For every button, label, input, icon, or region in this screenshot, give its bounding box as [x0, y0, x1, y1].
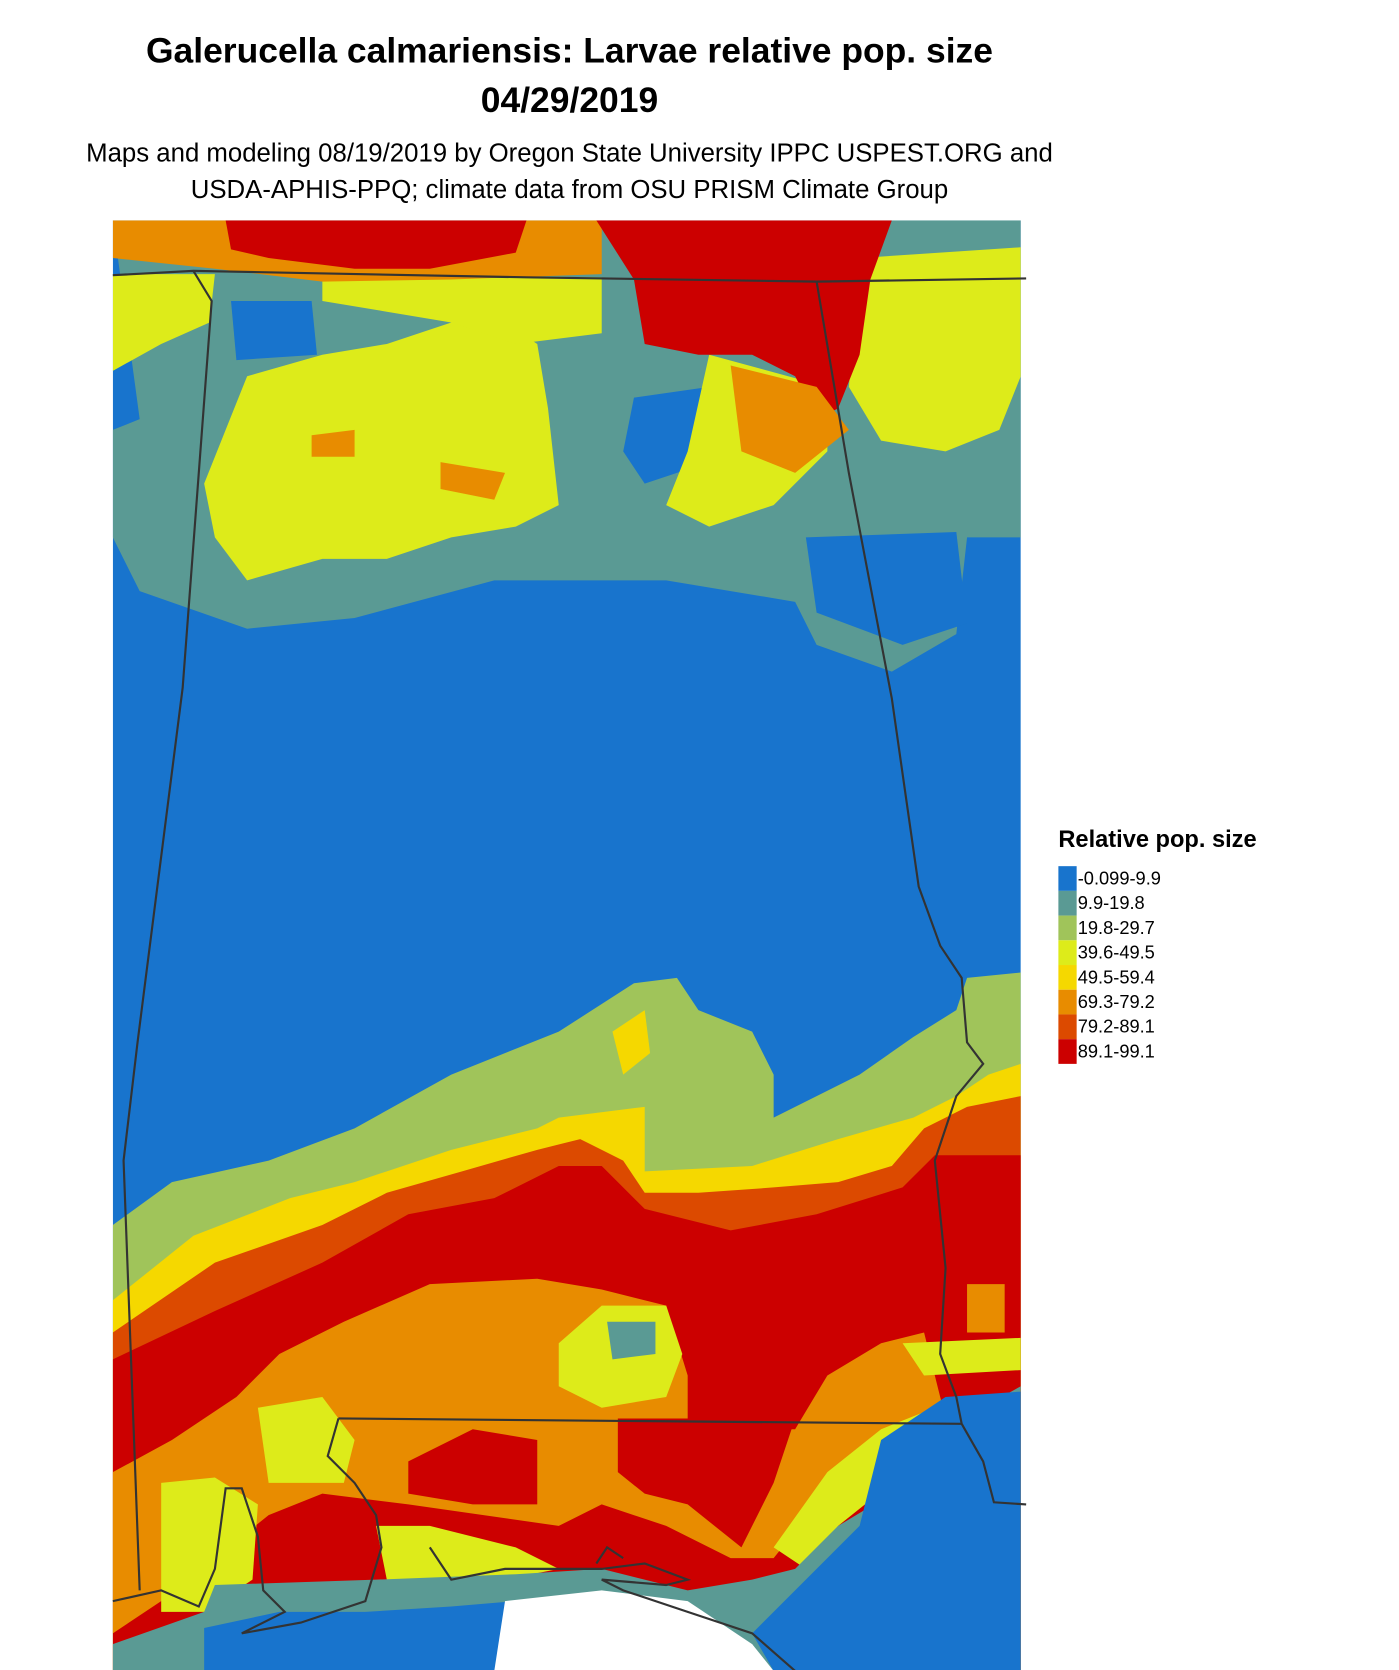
legend-swatch [1058, 940, 1077, 966]
legend-swatch [1058, 1039, 1077, 1064]
legend: Relative pop. size -0.099-9.9 9.9-19.8 1… [1058, 827, 1257, 1064]
zone-white-gulf [494, 1590, 773, 1670]
legend-item: 19.8-29.7 [1058, 915, 1155, 941]
legend-item: 69.3-79.2 [1058, 989, 1155, 1015]
state-border-south [338, 1417, 962, 1425]
legend-swatch [1058, 866, 1077, 891]
title-line-1: Galerucella calmariensis: Larvae relativ… [146, 30, 993, 70]
legend-title: Relative pop. size [1058, 827, 1256, 853]
legend-label: 79.2-89.1 [1078, 1016, 1155, 1037]
zone-red-top-center [596, 220, 892, 420]
legend-item: 9.9-19.8 [1058, 890, 1145, 916]
legend-label: 49.5-59.4 [1078, 966, 1155, 987]
zone-orange-ne [730, 365, 849, 473]
legend-item: -0.099-9.9 [1058, 866, 1161, 891]
legend-label: 89.1-99.1 [1078, 1040, 1155, 1061]
zone-red-south-patch-2 [408, 1429, 538, 1505]
legend-item: 49.5-59.4 [1058, 965, 1155, 990]
legend-swatch [1058, 989, 1077, 1015]
coastline [112, 1418, 796, 1670]
state-border-north [112, 269, 1027, 283]
legend-label: -0.099-9.9 [1078, 867, 1161, 888]
zone-blue-coast [204, 1601, 516, 1670]
legend-label: 9.9-19.8 [1078, 892, 1145, 913]
legend-swatch [1058, 965, 1077, 990]
legend-label: 39.6-49.5 [1078, 942, 1155, 963]
zone-teal-south-spot [607, 1321, 656, 1360]
zone-yellow-central [204, 322, 559, 581]
zone-red-south-patch [617, 1418, 796, 1548]
title-line-2: 04/29/2019 [481, 80, 658, 120]
zone-blue-north-patch [231, 300, 317, 361]
zone-yellow-sw [257, 1396, 355, 1483]
zone-yellow-coast [161, 1477, 258, 1612]
zone-orange-patch [311, 429, 355, 457]
zone-gold-patch [612, 1010, 651, 1075]
legend-item: 89.1-99.1 [1058, 1039, 1155, 1064]
state-border-east [815, 281, 1027, 1506]
raster-map [112, 220, 1027, 1670]
subtitle-line-2: USDA-APHIS-PPQ; climate data from OSU PR… [191, 176, 948, 204]
zone-blue-se [752, 1391, 1021, 1670]
legend-swatch [1058, 1014, 1077, 1040]
legend-swatch [1058, 915, 1077, 941]
subtitle-line-1: Maps and modeling 08/19/2019 by Oregon S… [86, 139, 1053, 167]
zone-yellow-nw [112, 274, 215, 371]
state-border-west [122, 270, 213, 1591]
legend-item: 39.6-49.5 [1058, 940, 1155, 966]
zone-red-top [225, 220, 527, 269]
legend-swatch [1058, 890, 1077, 916]
zone-yellow-se-band [902, 1337, 1021, 1376]
zone-orange-se-spot [967, 1284, 1005, 1333]
zone-orange-patch-2 [440, 462, 506, 500]
zone-yellow-ne [848, 247, 1021, 452]
legend-label: 69.3-79.2 [1078, 991, 1155, 1012]
zone-blue-north-patch-3 [805, 531, 968, 645]
zone-red-sw-patch [257, 1525, 323, 1591]
zone-yellow-top [322, 274, 602, 344]
legend-label: 19.8-29.7 [1078, 917, 1155, 938]
zone-yellow-coast-2 [376, 1525, 559, 1580]
legend-item: 79.2-89.1 [1058, 1014, 1155, 1040]
